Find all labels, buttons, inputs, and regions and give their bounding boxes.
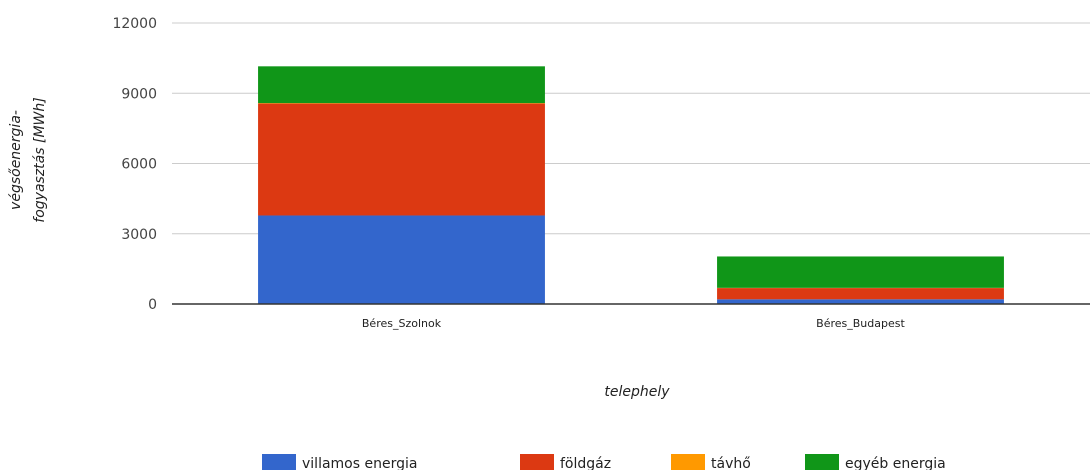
- bar-segment: [258, 103, 545, 216]
- y-tick-label: 6000: [121, 157, 157, 173]
- x-category-label: Béres_Szolnok: [362, 317, 442, 330]
- y-tick-label: 12000: [112, 16, 157, 32]
- legend-swatch: [671, 454, 705, 470]
- legend-label: távhő: [711, 456, 751, 470]
- legend-swatch: [805, 454, 839, 470]
- bar-segment: [717, 288, 1004, 300]
- y-tick-labels: 0 3000 6000 9000 12000: [112, 16, 157, 313]
- bar-segment: [258, 215, 545, 304]
- legend-swatch: [520, 454, 554, 470]
- y-tick-label: 9000: [121, 86, 157, 102]
- y-axis-title-line-1: végsőenergia-: [8, 110, 24, 210]
- y-axis-title: végsőenergia- fogyasztás [MWh]: [8, 97, 48, 222]
- legend-label: földgáz: [560, 456, 611, 470]
- y-tick-label: 0: [148, 297, 157, 313]
- bar-segment: [717, 299, 1004, 304]
- y-tick-label: 3000: [121, 227, 157, 243]
- legend-label: villamos energia: [302, 456, 417, 470]
- bars: [258, 66, 1004, 304]
- legend: villamos energia földgáz távhő egyéb energi…: [262, 454, 946, 470]
- x-axis-title: telephely: [604, 384, 670, 400]
- x-category-labels: Béres_Szolnok Béres_Budapest: [362, 317, 906, 330]
- bar-segment: [258, 66, 545, 104]
- x-category-label: Béres_Budapest: [816, 317, 905, 330]
- legend-swatch: [262, 454, 296, 470]
- y-axis-title-line-2: fogyasztás [MWh]: [32, 97, 48, 222]
- bar-segment: [717, 256, 1004, 288]
- legend-label: egyéb energia: [845, 456, 946, 470]
